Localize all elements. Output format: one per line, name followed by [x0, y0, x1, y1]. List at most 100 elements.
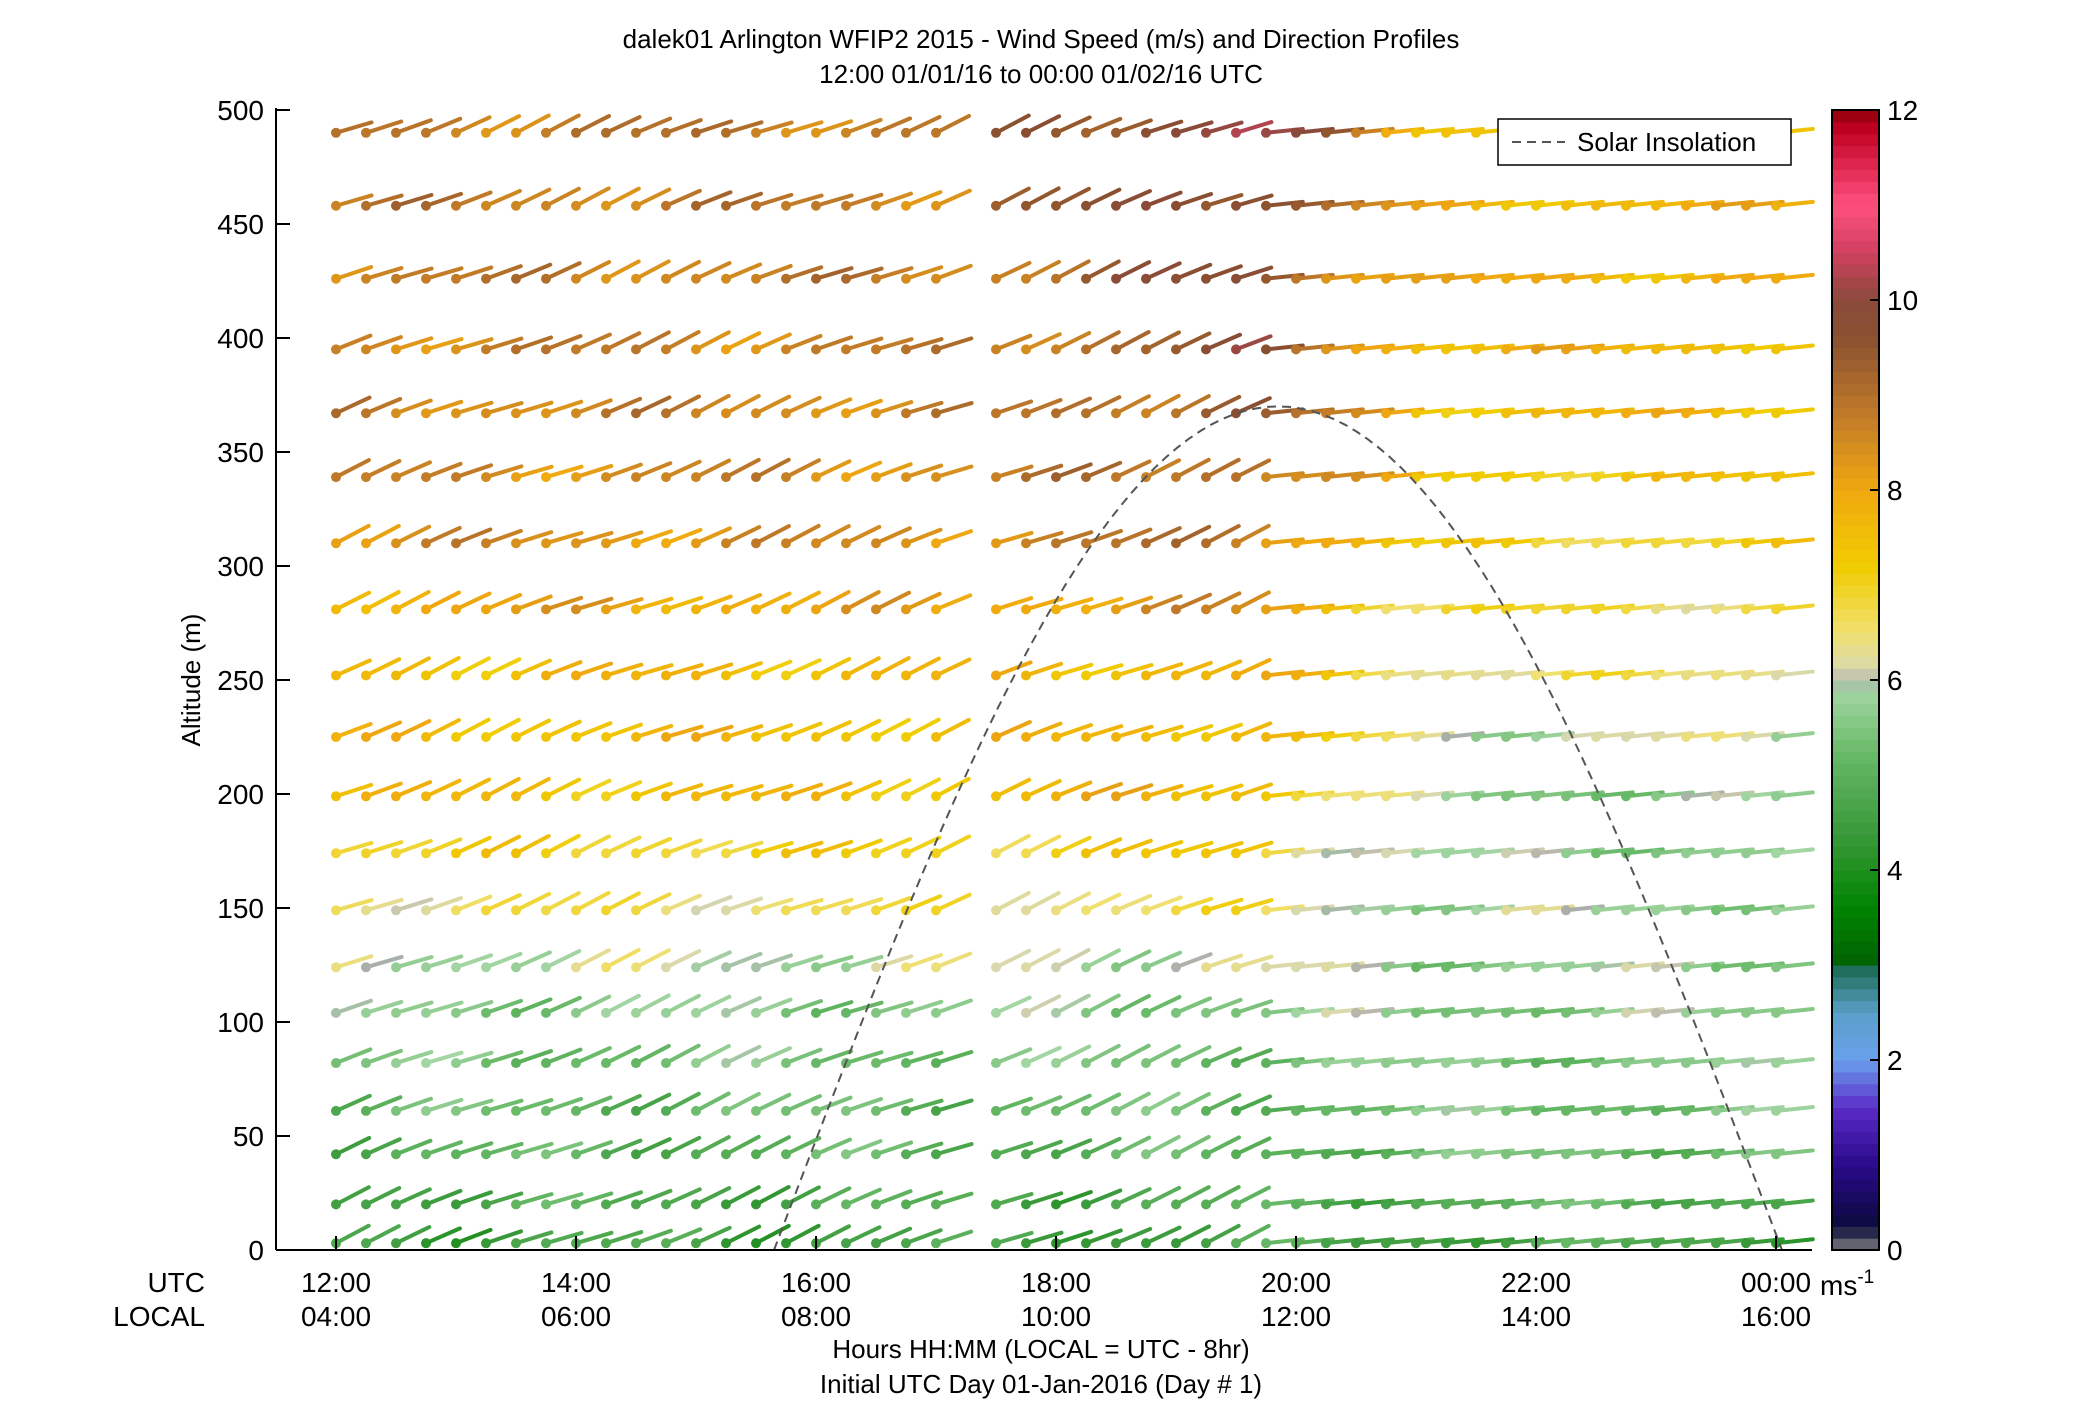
wind-barb-shaft — [334, 120, 374, 135]
wind-barb-dot — [1081, 273, 1091, 284]
wind-barb — [721, 951, 763, 973]
wind-barb-shaft — [844, 1097, 884, 1113]
wind-barb-dot — [931, 538, 941, 549]
wind-barb-shaft — [844, 398, 883, 416]
wind-barb-dot — [1111, 962, 1121, 973]
colorbar-segment — [1832, 858, 1879, 871]
wind-barb — [751, 953, 794, 973]
legend: Solar Insolation — [1497, 118, 1792, 166]
wind-barb-dot — [781, 127, 791, 138]
wind-barb-dot — [1471, 1238, 1481, 1249]
wind-barb — [901, 1098, 944, 1116]
wind-barb — [421, 896, 463, 916]
wind-barb-shaft — [1114, 459, 1152, 480]
wind-barb-dot — [781, 344, 791, 355]
wind-barb-dot — [1561, 472, 1571, 483]
wind-barb — [1021, 114, 1062, 138]
wind-barb-shaft — [934, 336, 974, 352]
wind-barb-shaft — [1174, 723, 1214, 739]
wind-barb-dot — [871, 408, 881, 419]
wind-barb-dot — [601, 1149, 611, 1160]
wind-barb-shaft — [814, 1137, 852, 1157]
colorbar-segment — [1832, 418, 1879, 432]
wind-barb — [661, 893, 702, 916]
wind-barb — [331, 1047, 373, 1069]
wind-barb-shaft — [814, 459, 852, 480]
wind-barb-shaft — [904, 400, 944, 416]
wind-barb-shaft — [574, 721, 613, 739]
wind-barb — [811, 1049, 854, 1069]
wind-barb-shaft — [994, 1192, 1034, 1207]
wind-barb-shaft — [334, 658, 372, 678]
wind-barb — [481, 114, 522, 138]
wind-barb — [571, 1046, 612, 1069]
wind-barb-shaft — [874, 1226, 913, 1246]
wind-barb — [1081, 1188, 1123, 1210]
wind-barb-dot — [601, 200, 611, 211]
wind-barb-shaft — [604, 1044, 642, 1066]
colorbar-segment — [1832, 941, 1879, 954]
wind-barb-shaft — [1774, 1007, 1815, 1015]
colorbar-segment — [1832, 537, 1879, 550]
wind-barb-dot — [1291, 472, 1301, 483]
wind-barb-dot — [811, 344, 821, 355]
wind-barb-dot — [391, 1105, 401, 1116]
wind-barb-dot — [1171, 1199, 1181, 1210]
y-axis-label: Altitude (m) — [176, 614, 206, 747]
wind-barb-dot — [631, 1238, 641, 1249]
wind-barb — [391, 336, 434, 355]
wind-barb-dot — [1651, 791, 1661, 802]
wind-barb-dot — [691, 273, 701, 284]
wind-barb-dot — [1501, 1149, 1511, 1160]
wind-barb-shaft — [814, 524, 851, 546]
wind-barb — [1111, 595, 1154, 615]
wind-barb-dot — [1141, 1058, 1151, 1069]
wind-barb-shaft — [1774, 272, 1815, 281]
wind-barb-dot — [1501, 905, 1511, 916]
wind-barb-dot — [1291, 1199, 1301, 1210]
wind-barb-dot — [1411, 1238, 1421, 1249]
wind-barb-shaft — [334, 193, 374, 208]
wind-barb-dot — [871, 1058, 881, 1069]
wind-barb-dot — [1501, 962, 1511, 973]
wind-barb — [631, 187, 672, 211]
wind-barb-shaft — [664, 1043, 701, 1066]
wind-barb-dot — [601, 1238, 611, 1249]
wind-barb-dot — [601, 538, 611, 549]
wind-barb-dot — [1441, 848, 1451, 859]
wind-barb — [421, 1188, 463, 1210]
wind-barb — [541, 949, 582, 973]
wind-barb-dot — [391, 1199, 401, 1210]
wind-barb — [781, 782, 824, 802]
wind-barb-shaft — [1174, 192, 1214, 208]
wind-barb-dot — [1741, 344, 1751, 355]
wind-barb-shaft — [484, 998, 523, 1015]
wind-barb-shaft — [1024, 398, 1063, 416]
wind-barb-dot — [1471, 848, 1481, 859]
wind-barb — [811, 524, 851, 549]
wind-barb-shaft — [424, 266, 464, 281]
wind-barb — [1771, 407, 1815, 419]
wind-barb — [661, 259, 701, 284]
wind-barb-shaft — [844, 838, 883, 856]
wind-barb-shaft — [754, 524, 791, 546]
wind-barb-shaft — [1084, 460, 1123, 480]
wind-barb-dot — [751, 1238, 761, 1249]
wind-barb-dot — [1411, 848, 1421, 859]
wind-barb-dot — [1681, 962, 1691, 973]
wind-barb-shaft — [1174, 524, 1212, 546]
wind-barb-shaft — [1024, 1045, 1062, 1066]
wind-barb-dot — [841, 791, 851, 802]
wind-barb-dot — [721, 1238, 731, 1249]
colorbar-segment — [1832, 822, 1879, 835]
wind-barb-dot — [1741, 1149, 1751, 1160]
wind-barb — [1231, 523, 1271, 549]
wind-barb-shaft — [664, 1091, 701, 1113]
colorbar-segment — [1832, 1155, 1879, 1168]
wind-barb-shaft — [1054, 597, 1094, 612]
wind-barb — [931, 529, 974, 549]
wind-barb-shaft — [1234, 458, 1272, 480]
wind-barb-shaft — [394, 266, 434, 281]
wind-barb — [511, 262, 553, 284]
wind-barb-dot — [811, 273, 821, 284]
